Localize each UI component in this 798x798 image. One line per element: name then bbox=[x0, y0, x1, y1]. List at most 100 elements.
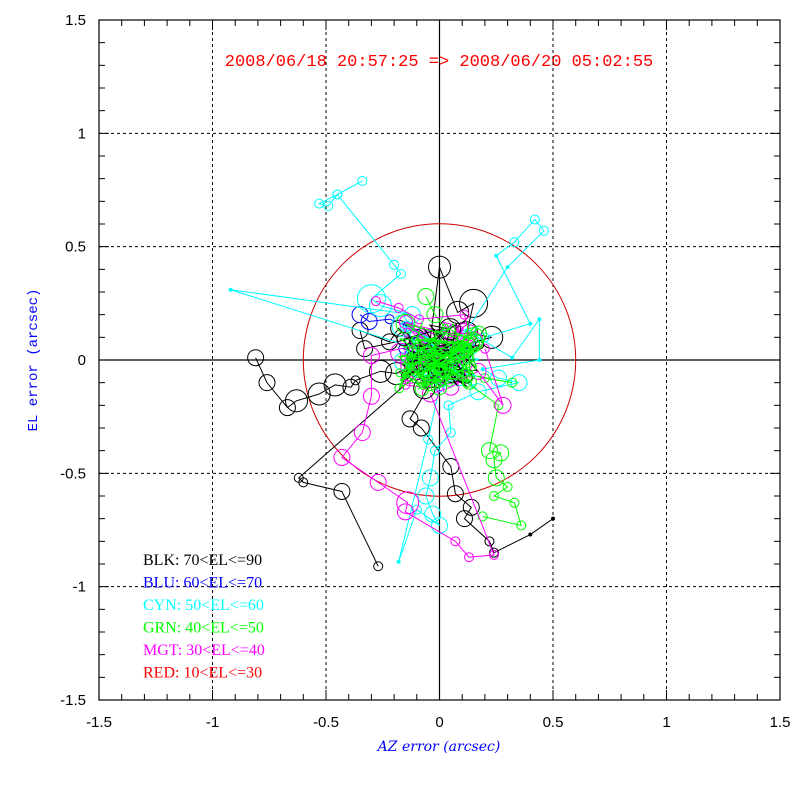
legend-entry: BLU: 60<EL<=70 bbox=[143, 575, 262, 592]
ticks bbox=[99, 20, 780, 700]
data-point bbox=[505, 265, 510, 270]
data-point bbox=[538, 225, 549, 236]
data-point bbox=[401, 410, 419, 428]
y-tick-label: 0.5 bbox=[65, 239, 86, 256]
data-point bbox=[423, 434, 434, 445]
data-point bbox=[529, 214, 540, 225]
data-point bbox=[485, 451, 503, 469]
data-point bbox=[516, 520, 527, 531]
data-point bbox=[353, 424, 371, 442]
data-point bbox=[412, 419, 430, 437]
data-point bbox=[502, 481, 513, 492]
legend-entry: RED: 10<EL<=30 bbox=[143, 665, 262, 682]
series-line bbox=[255, 265, 554, 554]
data-point bbox=[398, 314, 414, 330]
y-tick-label: 1.5 bbox=[65, 12, 86, 29]
data-point bbox=[395, 268, 406, 279]
series-line bbox=[341, 300, 504, 558]
data-point bbox=[389, 259, 400, 270]
data-point bbox=[431, 516, 448, 534]
series-cyn bbox=[228, 175, 549, 564]
plot-frame bbox=[98, 19, 781, 701]
data-point bbox=[395, 368, 405, 378]
data-point bbox=[537, 317, 542, 322]
data-point bbox=[431, 379, 448, 396]
series-line bbox=[397, 321, 479, 391]
data-point bbox=[298, 477, 309, 488]
data-point bbox=[537, 358, 542, 362]
data-point bbox=[488, 547, 499, 558]
data-point bbox=[278, 399, 296, 417]
legend-entry: BLK: 70<EL<=90 bbox=[143, 552, 262, 569]
data-point bbox=[332, 189, 343, 200]
data-point bbox=[455, 510, 473, 528]
data-point bbox=[362, 346, 380, 364]
data-point bbox=[488, 549, 499, 560]
data-point bbox=[426, 306, 444, 324]
data-point bbox=[333, 448, 351, 466]
data-point bbox=[492, 444, 510, 462]
data-point bbox=[357, 175, 368, 186]
data-point bbox=[314, 198, 325, 209]
data-point bbox=[445, 427, 456, 438]
data-point bbox=[396, 331, 411, 347]
data-point bbox=[417, 288, 435, 306]
y-tick-label: 1 bbox=[78, 125, 86, 142]
data-point bbox=[396, 559, 401, 564]
y-tick-label: -1.5 bbox=[60, 692, 86, 709]
data-point bbox=[333, 482, 351, 500]
data-point bbox=[370, 296, 381, 307]
data-point bbox=[469, 383, 487, 401]
series-blk-branch bbox=[293, 359, 434, 572]
x-tick-label: 1 bbox=[662, 714, 670, 731]
data-point bbox=[350, 375, 361, 386]
x-tick-label: 0.5 bbox=[543, 714, 564, 731]
data-point bbox=[509, 497, 520, 508]
series-layer bbox=[228, 175, 555, 572]
data-point bbox=[360, 312, 378, 330]
data-point bbox=[421, 385, 439, 403]
data-point bbox=[490, 369, 508, 387]
data-point bbox=[494, 396, 512, 414]
x-tick-label: 0 bbox=[435, 714, 443, 731]
grid bbox=[99, 20, 780, 700]
data-point bbox=[356, 340, 374, 358]
data-point bbox=[464, 552, 475, 563]
data-point bbox=[396, 503, 414, 521]
data-point bbox=[429, 445, 440, 456]
data-point bbox=[509, 237, 520, 248]
data-point bbox=[323, 200, 334, 211]
legend-entry: CYN: 50<EL<=60 bbox=[143, 597, 264, 614]
data-point bbox=[494, 253, 499, 258]
data-point bbox=[368, 359, 392, 383]
data-point bbox=[356, 284, 386, 314]
data-point bbox=[459, 288, 489, 318]
y-axis-title: EL error (arcsec) bbox=[26, 289, 42, 432]
series-line bbox=[298, 364, 429, 567]
data-point bbox=[417, 487, 435, 505]
data-point bbox=[394, 383, 405, 394]
legend-entry: GRN: 40<EL<=50 bbox=[143, 620, 264, 637]
data-point bbox=[479, 373, 490, 384]
data-point bbox=[551, 516, 555, 521]
data-point bbox=[284, 389, 308, 413]
data-point bbox=[258, 374, 276, 392]
data-point bbox=[393, 302, 404, 313]
data-point bbox=[428, 255, 451, 279]
x-tick-label: -1 bbox=[206, 714, 219, 731]
data-point bbox=[528, 321, 533, 326]
series-mgt bbox=[333, 296, 512, 563]
data-point bbox=[528, 532, 533, 537]
data-point bbox=[480, 367, 485, 372]
x-tick-label: -0.5 bbox=[313, 714, 339, 731]
data-point bbox=[362, 387, 380, 405]
data-point bbox=[414, 314, 425, 325]
data-point bbox=[450, 536, 461, 547]
y-tick-label: -0.5 bbox=[60, 465, 86, 482]
data-point bbox=[507, 377, 518, 388]
data-point bbox=[369, 473, 387, 491]
data-point bbox=[395, 313, 416, 334]
data-point bbox=[443, 400, 454, 411]
tick-labels: -1.5 -1 -0.5 0 0.5 1 1.5 -1.5 -1 -0.5 0 0.5 1 1.5 bbox=[60, 12, 790, 731]
